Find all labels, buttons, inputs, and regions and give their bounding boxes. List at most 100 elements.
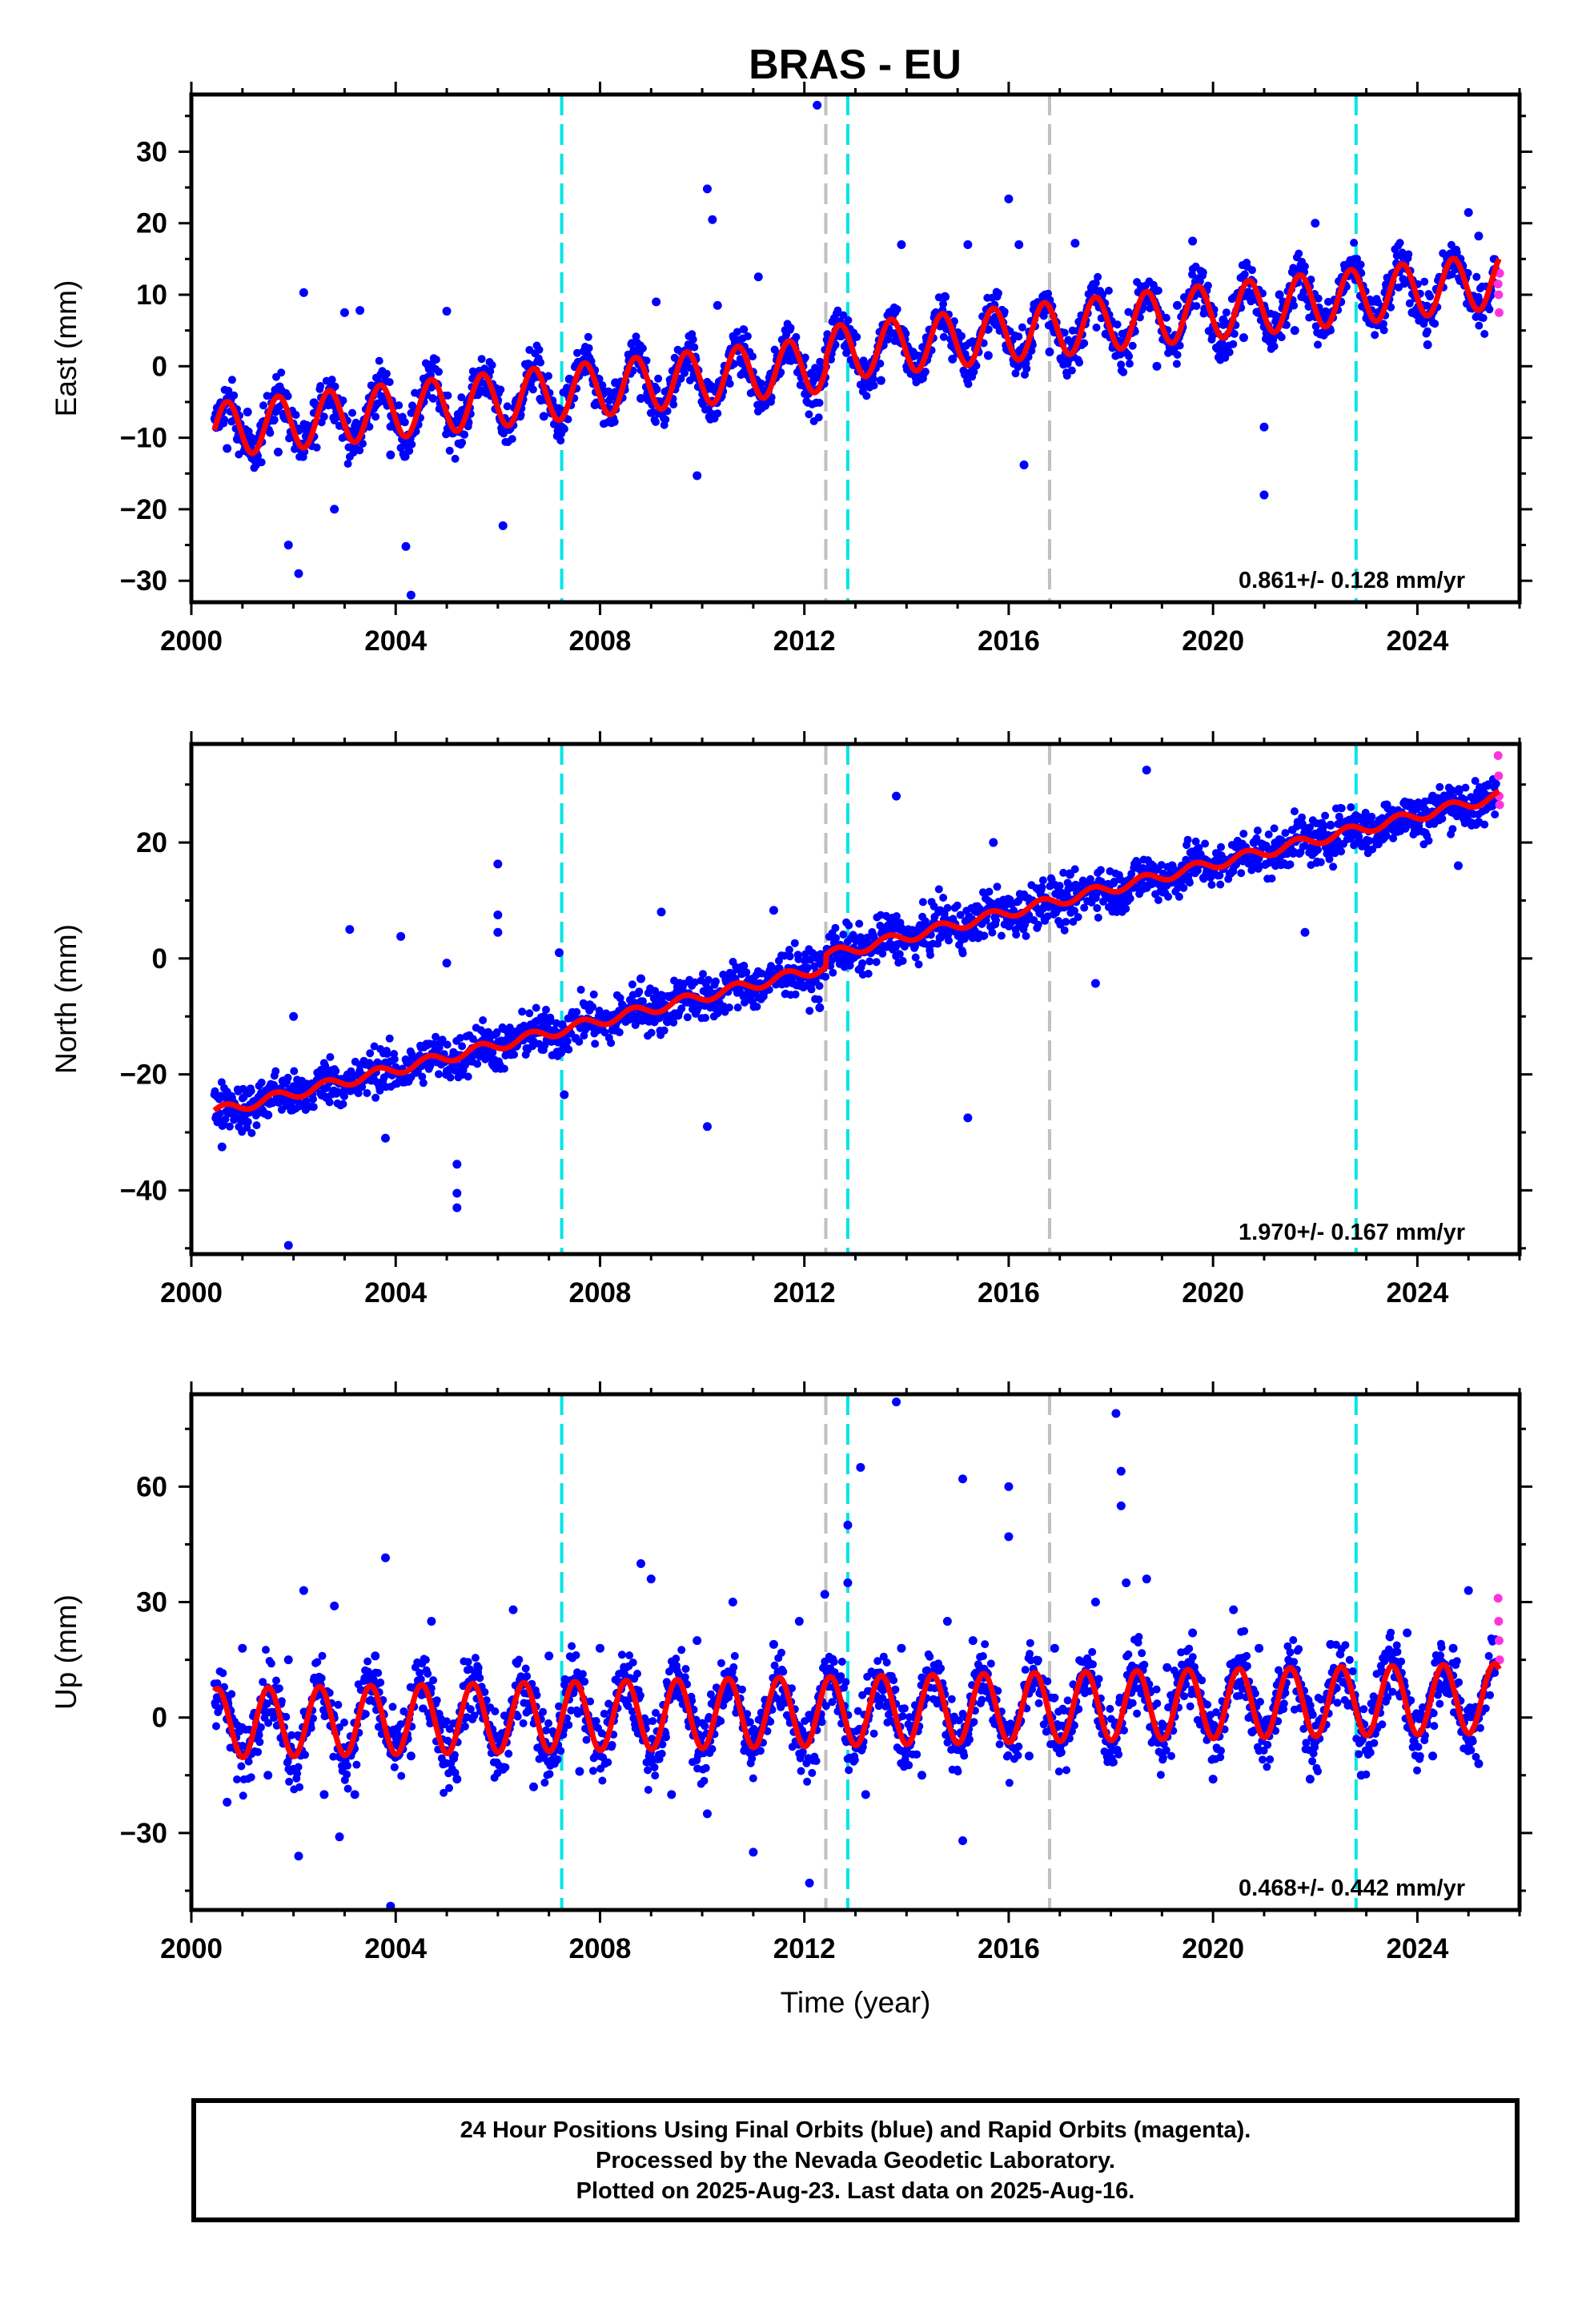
daily-point [254,1747,263,1756]
daily-point [419,1079,428,1088]
daily-point [1022,364,1031,373]
daily-point [610,417,619,426]
rapid-point [1494,290,1504,300]
daily-point [317,1674,326,1683]
daily-point [334,1700,343,1709]
daily-point [266,428,275,437]
daily-point [1356,260,1365,269]
y-tick-label: 20 [136,208,167,239]
data-point [1300,927,1310,937]
daily-point [1448,825,1457,834]
daily-point [994,289,1002,298]
daily-point [1350,239,1359,247]
daily-point [528,385,537,394]
data-point [299,287,308,297]
daily-point [1270,824,1279,833]
daily-point [1321,811,1330,820]
data-point [1275,290,1284,300]
data-point [1004,194,1014,203]
data-point [1453,861,1463,870]
daily-point [397,1771,406,1780]
daily-point [291,411,300,420]
daily-point [1267,875,1276,883]
daily-point [390,1763,399,1771]
daily-point [1092,324,1101,332]
daily-point [635,987,644,996]
daily-point [997,931,1006,940]
daily-point [1286,860,1295,869]
data-point [330,505,339,514]
y-tick-label: −40 [120,1175,167,1206]
plot-area [210,744,1504,1254]
daily-point [1222,308,1231,317]
rapid-point [1493,279,1503,289]
daily-point [542,1005,550,1014]
daily-point [1034,920,1042,929]
data-point [493,927,503,937]
daily-point [348,408,356,417]
daily-point [451,454,460,463]
daily-point [864,969,873,978]
daily-point [1329,862,1338,871]
daily-point [464,1072,472,1081]
daily-point [385,1034,394,1043]
daily-point [1126,894,1134,903]
daily-point [564,415,572,424]
data-point [380,1133,390,1143]
daily-point [1337,804,1346,813]
daily-point [681,368,689,377]
daily-point [340,1092,348,1100]
daily-point [388,1703,397,1711]
daily-point [1314,846,1322,854]
daily-point [1337,847,1346,856]
daily-point [980,931,989,940]
daily-point [628,980,636,989]
daily-point [479,1016,488,1024]
daily-point [363,1657,372,1666]
data-point [452,1203,462,1212]
daily-point [1080,339,1089,348]
daily-point [255,1731,263,1739]
daily-point [1125,360,1134,368]
daily-point [740,325,749,334]
data-point [1152,361,1162,371]
daily-point [325,1098,334,1107]
data-point [1065,870,1074,879]
data-point [1474,231,1484,241]
daily-point [295,1783,304,1791]
data-point [294,569,303,578]
daily-point [831,923,840,932]
daily-point [1225,348,1234,356]
daily-point [327,376,336,384]
daily-point [576,985,585,994]
daily-point [805,410,813,419]
data-point [702,1122,712,1132]
y-tick-label: −20 [120,494,167,525]
daily-point [699,970,707,979]
daily-point [385,378,394,387]
daily-point [642,356,651,365]
daily-point [943,903,952,912]
daily-point [343,460,352,468]
daily-point [477,355,486,364]
daily-point [255,1738,264,1747]
data-point [1090,979,1100,988]
y-tick-label: 10 [136,279,167,311]
daily-point [1201,839,1210,848]
data-point [309,398,319,408]
data-point [273,447,283,456]
data-point [401,541,411,551]
daily-point [390,1055,399,1063]
data-point [442,307,452,316]
data-point [1474,818,1484,827]
daily-point [1203,281,1212,290]
daily-point [725,1003,733,1012]
x-tick-label: 2012 [773,625,836,657]
daily-point [821,972,830,981]
daily-point [247,1128,256,1137]
daily-point [1022,931,1030,940]
data-point [539,412,548,421]
data-point [1019,460,1029,470]
data-point [1259,490,1269,500]
daily-point [382,369,391,378]
